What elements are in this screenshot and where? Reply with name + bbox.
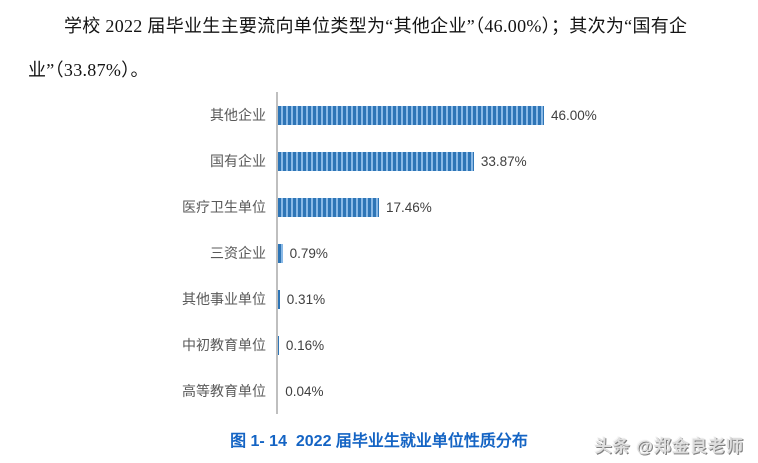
bar-row: 中初教育单位 0.16% [0,322,758,368]
value-label: 0.16% [285,337,325,353]
value-label: 17.46% [386,199,432,215]
summary-paragraph: 学校 2022 届毕业生主要流向单位类型为“其他企业”（46.00%）；其次为“… [28,16,688,80]
bar-chart-rows: 其他企业 46.00% 国有企业 33.87% 医疗卫生单位 17.46% 三资企业 0.79… [0,92,758,414]
bar-row: 其他事业单位 0.31% [0,276,758,322]
bar [278,151,474,171]
bar-row: 其他企业 46.00% [0,92,758,138]
bar [278,243,283,263]
plot-area: 46.00% [276,92,758,138]
plot-area: 0.31% [276,276,758,322]
plot-area: 0.79% [276,230,758,276]
bar [278,289,280,309]
bar-row: 高等教育单位 0.04% [0,368,758,414]
plot-area: 17.46% [276,184,758,230]
category-label: 其他企业 [210,107,266,123]
bar-row: 医疗卫生单位 17.46% [0,184,758,230]
bar [278,105,544,125]
plot-area: 0.16% [276,322,758,368]
value-label: 0.79% [289,245,328,261]
watermark: 头条 @郑金良老师 [594,437,744,456]
bar-row: 国有企业 33.87% [0,138,758,184]
category-label: 高等教育单位 [182,383,266,399]
bar-chart: 其他企业 46.00% 国有企业 33.87% 医疗卫生单位 17.46% 三资企业 0.79… [0,92,758,414]
bar-row: 三资企业 0.79% [0,230,758,276]
category-label: 医疗卫生单位 [182,199,266,215]
category-label: 国有企业 [210,153,266,169]
value-label: 46.00% [551,107,597,123]
value-label: 0.04% [285,383,324,399]
value-label: 33.87% [480,153,527,169]
bar [278,197,379,217]
plot-area: 33.87% [276,138,758,184]
category-label: 其他事业单位 [182,291,266,307]
plot-area: 0.04% [276,368,758,414]
category-label: 中初教育单位 [182,337,266,353]
value-label: 0.31% [286,291,326,307]
bar [278,335,279,355]
category-label: 三资企业 [210,245,266,261]
figure-caption: 图 1- 14 2022 届毕业生就业单位性质分布 [230,433,528,450]
